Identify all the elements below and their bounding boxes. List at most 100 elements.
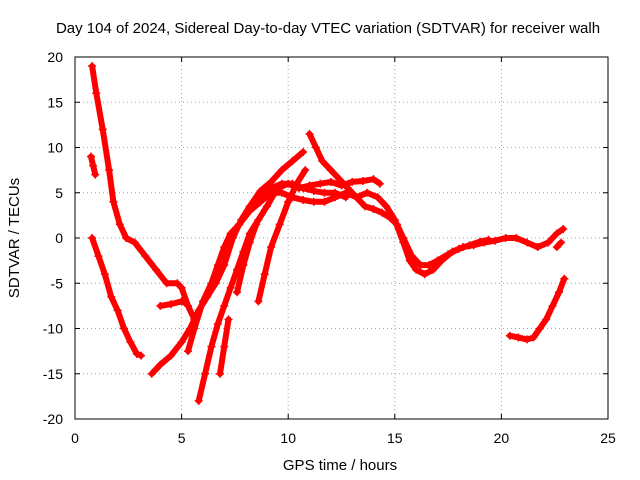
plus-marker — [107, 292, 116, 301]
plus-marker — [260, 270, 269, 279]
series-line — [157, 298, 189, 309]
plus-marker — [369, 175, 378, 184]
plus-marker — [213, 319, 222, 328]
plus-marker — [407, 252, 416, 261]
series-s10 — [254, 166, 310, 306]
y-tick-label: -20 — [43, 411, 63, 427]
plus-marker — [369, 205, 378, 214]
plus-marker — [120, 324, 129, 333]
plus-marker — [514, 333, 523, 342]
plus-marker — [256, 197, 265, 206]
plus-marker — [245, 202, 254, 211]
plus-marker — [86, 152, 95, 161]
plus-marker — [318, 157, 327, 166]
plus-marker — [335, 175, 344, 184]
plus-marker — [92, 89, 101, 98]
plus-marker — [444, 250, 453, 259]
series-line — [306, 130, 492, 269]
plus-marker — [557, 238, 566, 247]
plus-marker — [360, 202, 369, 211]
plus-marker — [224, 315, 233, 324]
plus-marker — [320, 197, 329, 206]
plus-marker — [173, 279, 182, 288]
plus-marker — [194, 396, 203, 405]
plus-marker — [552, 243, 561, 252]
plus-marker — [88, 62, 97, 71]
plus-marker — [256, 186, 265, 195]
series-s8 — [215, 315, 233, 378]
y-tick-label: -5 — [51, 275, 64, 291]
x-axis-label: GPS time / hours — [283, 457, 397, 474]
plus-marker — [465, 241, 474, 250]
series-s1 — [88, 62, 199, 324]
plus-marker — [348, 177, 357, 186]
plus-marker — [89, 161, 98, 170]
plus-marker — [137, 351, 146, 360]
plus-marker — [207, 342, 216, 351]
plus-marker — [115, 220, 124, 229]
plus-marker — [91, 170, 100, 179]
series-line — [195, 176, 383, 404]
plus-marker — [288, 157, 297, 166]
plus-marker — [522, 238, 531, 247]
plus-marker — [147, 369, 156, 378]
plus-marker — [476, 237, 485, 246]
series-layer — [86, 62, 569, 405]
plus-marker — [533, 243, 542, 252]
plus-marker — [254, 297, 263, 306]
plus-marker — [378, 208, 387, 217]
x-tick-label: 20 — [494, 430, 510, 446]
plus-marker — [277, 188, 286, 197]
plus-marker — [386, 214, 395, 223]
y-tick-label: 10 — [47, 140, 63, 156]
plus-marker — [275, 220, 284, 229]
series-s13 — [505, 274, 569, 344]
axis-ticks: 0 5 10 15 20 25 -20 -15 -10 -5 0 5 10 15 20 — [43, 49, 616, 446]
plus-marker — [156, 360, 165, 369]
plus-marker — [305, 129, 314, 138]
plus-marker — [226, 283, 235, 292]
plus-marker — [301, 166, 310, 175]
plus-marker — [220, 301, 229, 310]
plot-frame — [74, 56, 609, 420]
plus-marker — [501, 234, 510, 242]
plus-marker — [183, 347, 192, 356]
y-axis-label: SDTVAR / TECUs — [6, 178, 23, 298]
plus-marker — [429, 265, 438, 274]
plus-marker — [412, 265, 421, 274]
plus-marker — [181, 299, 190, 308]
plus-marker — [235, 220, 244, 229]
plus-marker — [505, 331, 514, 340]
plus-marker — [548, 301, 557, 310]
plus-marker — [239, 261, 248, 270]
plus-marker — [284, 179, 293, 188]
plus-marker — [559, 224, 568, 233]
plus-marker — [433, 256, 442, 265]
plus-marker — [399, 234, 408, 242]
plus-marker — [177, 338, 186, 347]
plus-marker — [320, 188, 329, 197]
plus-marker — [177, 283, 186, 292]
plus-marker — [326, 166, 335, 175]
plus-marker — [491, 236, 500, 245]
plus-marker — [305, 181, 314, 190]
plus-marker — [375, 179, 384, 188]
plus-marker — [88, 234, 97, 242]
series-line — [506, 275, 568, 343]
plus-marker — [220, 243, 229, 252]
plus-marker — [98, 125, 107, 134]
plus-marker — [94, 252, 103, 261]
plus-marker — [326, 177, 335, 186]
plus-marker — [343, 184, 352, 193]
plus-marker — [132, 349, 141, 358]
plus-marker — [245, 238, 254, 247]
plus-marker — [166, 300, 175, 309]
plus-marker — [233, 288, 242, 297]
y-tick-label: 0 — [55, 230, 63, 246]
plus-marker — [190, 324, 199, 333]
plus-marker — [156, 301, 165, 310]
plus-marker — [262, 202, 271, 211]
plus-marker — [126, 338, 135, 347]
plus-marker — [105, 166, 114, 175]
plus-marker — [420, 270, 429, 279]
